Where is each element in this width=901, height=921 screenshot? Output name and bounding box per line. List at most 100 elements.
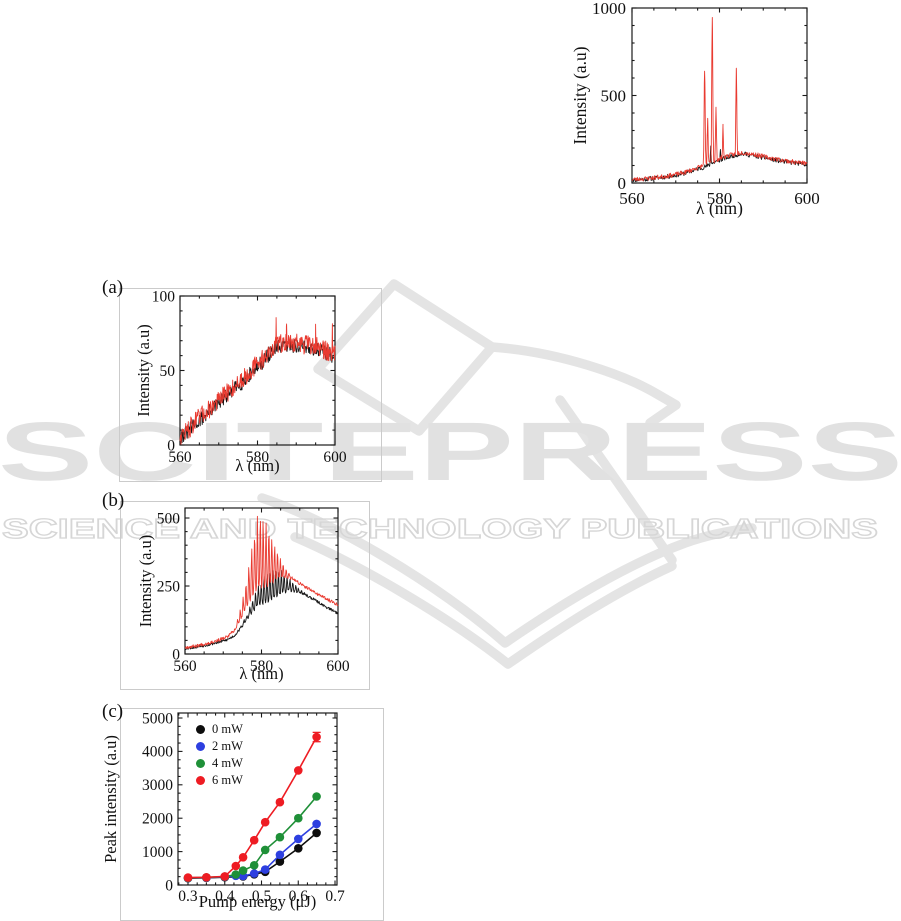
svg-text:0: 0 <box>618 174 627 193</box>
data-point <box>249 869 259 878</box>
svg-text:50: 50 <box>160 363 176 380</box>
legend-item-2mW: 2 mW <box>196 738 243 755</box>
svg-text:100: 100 <box>152 288 176 305</box>
x-axis-label: λ (nm) <box>239 664 283 683</box>
svg-text:1000: 1000 <box>592 0 626 18</box>
tick-labels: 560 580 600 0 250 500 <box>157 510 350 675</box>
y-axis-label: Intensity (a.u) <box>136 535 155 628</box>
data-point <box>260 865 270 874</box>
data-point <box>202 873 211 882</box>
svg-text:5000: 5000 <box>142 710 173 727</box>
panel-a-frame-box <box>119 288 382 482</box>
tick-marks <box>178 713 337 886</box>
panel-label-a: (a) <box>102 277 124 298</box>
legend: 0 mW 2 mW 4 mW 6 mW <box>196 721 243 789</box>
y-axis-label: Peak intensity (a.u) <box>101 735 120 863</box>
svg-text:0: 0 <box>165 877 173 894</box>
y-axis-label: Intensity (a.u) <box>570 46 590 144</box>
data-point <box>260 845 270 855</box>
legend-label: 6 mW <box>212 773 243 787</box>
x-axis-label: Pump energy (μJ) <box>199 892 317 911</box>
tick-labels: 560 580 600 0 50 100 <box>152 288 347 466</box>
svg-text:580: 580 <box>707 189 733 208</box>
svg-text:500: 500 <box>157 510 181 527</box>
tick-labels: 560 580 600 0 500 1000 <box>592 0 820 208</box>
svg-text:0.4: 0.4 <box>215 888 235 905</box>
svg-text:560: 560 <box>168 449 192 466</box>
plot-threshold-c: 0.3 0.4 0.5 0.6 0.7 0 1000 2000 3000 4000 5000 Pump… <box>101 710 345 911</box>
svg-text:0.5: 0.5 <box>252 888 272 905</box>
data-point <box>312 732 321 742</box>
data-point <box>275 797 285 807</box>
data-point <box>231 870 241 879</box>
legend-marker-icon <box>196 725 205 734</box>
legend-marker-icon <box>196 759 205 768</box>
data-point <box>294 766 303 775</box>
legend-item-0mW: 0 mW <box>196 721 243 738</box>
data-point <box>275 832 285 842</box>
watermark-title: SCITEPRESS <box>0 405 901 498</box>
svg-text:3000: 3000 <box>142 777 173 794</box>
curve-red-trace <box>631 17 808 182</box>
svg-text:250: 250 <box>157 578 181 595</box>
svg-text:560: 560 <box>619 189 645 208</box>
data-point <box>183 873 193 882</box>
svg-text:0.3: 0.3 <box>178 888 198 905</box>
tick-marks <box>179 295 336 446</box>
panel-label-c: (c) <box>102 701 124 722</box>
svg-text:0.7: 0.7 <box>325 888 345 905</box>
svg-text:600: 600 <box>326 658 350 675</box>
panel-label-b: (b) <box>102 490 125 511</box>
data-point <box>294 813 303 823</box>
data-point <box>220 872 230 881</box>
data-point <box>312 819 321 829</box>
data-point <box>249 861 259 870</box>
svg-text:4000: 4000 <box>142 744 173 761</box>
svg-text:580: 580 <box>250 658 274 675</box>
svg-text:1000: 1000 <box>142 844 173 861</box>
curve-red-trace <box>179 317 336 445</box>
legend-label: 0 mW <box>212 722 243 736</box>
data-point <box>249 835 259 845</box>
panel-b-frame-box <box>120 501 370 690</box>
data-point <box>312 792 321 801</box>
x-axis-label: λ (nm) <box>696 198 743 218</box>
legend-marker-icon <box>196 776 205 785</box>
series-6mW <box>183 731 321 882</box>
svg-text:600: 600 <box>794 189 820 208</box>
x-axis-label: λ (nm) <box>235 456 279 475</box>
legend-label: 4 mW <box>212 756 243 770</box>
data-point <box>231 861 241 871</box>
svg-text:580: 580 <box>246 449 270 466</box>
data-point <box>260 817 270 827</box>
svg-text:560: 560 <box>173 658 197 675</box>
svg-text:0: 0 <box>172 646 180 663</box>
data-point <box>294 844 303 853</box>
data-point <box>275 850 285 860</box>
curve-red-trace <box>184 515 339 650</box>
plot-spectrum-a: 560 580 600 0 50 100 λ (nm) Intensity (a.u) <box>134 288 347 475</box>
tick-marks <box>184 508 339 655</box>
svg-text:0.6: 0.6 <box>289 888 309 905</box>
legend-label: 2 mW <box>212 739 243 753</box>
svg-text:2000: 2000 <box>142 810 173 827</box>
data-point <box>238 853 248 862</box>
plot-spectrum-top-right: 560 580 600 0 500 1000 λ (nm) Intensity (a.u) <box>570 0 820 218</box>
data-point <box>312 828 321 838</box>
data-point <box>275 857 285 866</box>
y-axis-label: Intensity (a.u) <box>134 324 153 417</box>
data-point <box>238 866 248 875</box>
svg-text:600: 600 <box>323 449 347 466</box>
axis-frame <box>177 712 338 886</box>
svg-text:500: 500 <box>601 86 627 105</box>
legend-item-4mW: 4 mW <box>196 755 243 772</box>
tick-marks <box>631 7 808 184</box>
scitepress-logo-icon <box>257 279 757 669</box>
watermark-subtitle: SCIENCE AND TECHNOLOGY PUBLICATIONS <box>2 513 878 544</box>
svg-text:0: 0 <box>167 437 175 454</box>
data-point <box>294 834 303 844</box>
tick-labels: 0.3 0.4 0.5 0.6 0.7 0 1000 2000 3000 4000 5000 <box>142 710 345 905</box>
